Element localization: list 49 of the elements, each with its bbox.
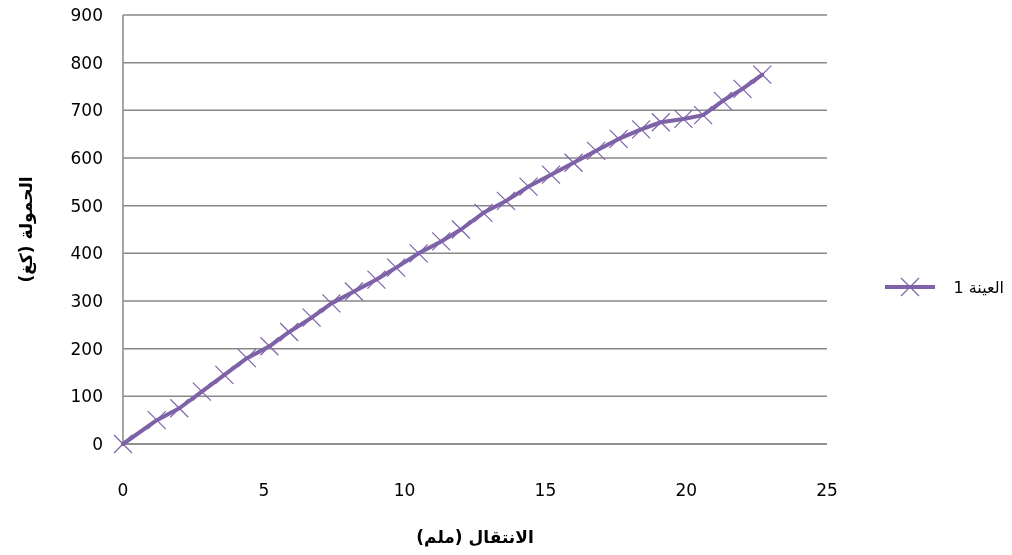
point bbox=[279, 322, 299, 342]
point bbox=[431, 231, 451, 252]
x-tick-label: 5 bbox=[258, 480, 270, 500]
point bbox=[496, 191, 516, 211]
point bbox=[169, 398, 189, 418]
point bbox=[113, 434, 133, 454]
y-tick-label: 700 bbox=[70, 100, 103, 121]
x-tick-label: 20 bbox=[675, 480, 698, 500]
legend-label: العينة 1 bbox=[953, 278, 1004, 297]
point bbox=[214, 365, 234, 385]
x-tick-label: 25 bbox=[816, 480, 838, 500]
point bbox=[147, 410, 167, 430]
point bbox=[386, 258, 406, 278]
y-axis-title: الحمولة (كغ) bbox=[16, 176, 37, 283]
point bbox=[321, 293, 341, 313]
point bbox=[302, 308, 322, 328]
y-tick-label: 800 bbox=[70, 52, 103, 73]
x-tick-label: 10 bbox=[393, 480, 416, 500]
y-tick-label: 100 bbox=[70, 386, 103, 407]
point bbox=[651, 112, 671, 132]
point bbox=[752, 64, 772, 85]
point bbox=[473, 203, 494, 223]
y-tick-label: 500 bbox=[70, 195, 103, 216]
y-tick-label: 0 bbox=[92, 434, 103, 454]
point bbox=[518, 177, 539, 197]
point bbox=[541, 165, 561, 185]
point bbox=[192, 381, 212, 402]
point bbox=[409, 243, 429, 263]
x-axis-title: الانتقال (ملم) bbox=[416, 527, 534, 547]
point bbox=[451, 219, 471, 240]
point bbox=[713, 91, 733, 111]
y-tick-label: 400 bbox=[70, 243, 103, 264]
y-tick-label: 300 bbox=[70, 291, 103, 311]
point bbox=[732, 79, 753, 99]
y-tick-label: 200 bbox=[70, 338, 103, 359]
point bbox=[586, 141, 606, 161]
x-tick-label: 0 bbox=[117, 480, 129, 500]
y-tick-label: 900 bbox=[70, 5, 103, 25]
point bbox=[366, 269, 387, 290]
point bbox=[631, 119, 651, 139]
point bbox=[344, 281, 364, 302]
point bbox=[693, 105, 713, 125]
x-tick-label: 15 bbox=[534, 480, 557, 500]
point bbox=[673, 109, 693, 129]
point bbox=[259, 336, 280, 356]
y-tick-label: 600 bbox=[70, 148, 103, 168]
point bbox=[609, 129, 629, 149]
point bbox=[237, 348, 257, 368]
point bbox=[563, 153, 584, 173]
